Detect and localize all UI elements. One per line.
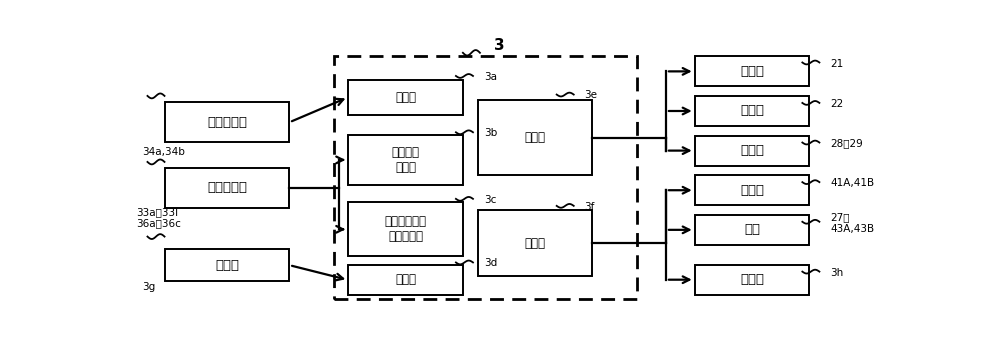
Text: 输入部: 输入部	[215, 259, 239, 272]
Text: 输出部: 输出部	[740, 273, 764, 286]
FancyBboxPatch shape	[165, 249, 289, 281]
FancyBboxPatch shape	[348, 265, 463, 295]
FancyBboxPatch shape	[348, 135, 463, 185]
Text: 3: 3	[494, 38, 505, 53]
FancyBboxPatch shape	[165, 102, 289, 142]
Text: 判定部: 判定部	[395, 273, 416, 286]
Text: 开闭阀: 开闭阀	[740, 144, 764, 157]
Text: 21: 21	[830, 58, 844, 69]
Text: 41A,41B: 41A,41B	[830, 178, 874, 188]
FancyBboxPatch shape	[348, 202, 463, 256]
Text: 3a: 3a	[484, 72, 497, 82]
FancyBboxPatch shape	[165, 168, 289, 208]
FancyBboxPatch shape	[348, 80, 463, 115]
Text: 3c: 3c	[484, 195, 496, 205]
Text: 风扇: 风扇	[744, 223, 760, 236]
FancyBboxPatch shape	[695, 56, 809, 86]
Text: 27、
43A,43B: 27、 43A,43B	[830, 212, 874, 234]
Text: 3d: 3d	[484, 258, 497, 268]
Text: 压力传感器: 压力传感器	[207, 116, 247, 129]
FancyBboxPatch shape	[478, 100, 592, 175]
FancyBboxPatch shape	[695, 175, 809, 205]
Text: 温度传感器: 温度传感器	[207, 181, 247, 194]
Text: 34a,34b: 34a,34b	[142, 147, 185, 158]
Text: 3e: 3e	[585, 90, 598, 100]
Text: 33a～33l
36a～36c: 33a～33l 36a～36c	[137, 207, 182, 229]
Text: 22: 22	[830, 99, 844, 109]
Text: 存储部: 存储部	[524, 131, 545, 144]
FancyBboxPatch shape	[695, 135, 809, 166]
Text: 膨胀阀: 膨胀阀	[740, 184, 764, 197]
FancyBboxPatch shape	[334, 56, 637, 299]
Text: 3f: 3f	[585, 202, 595, 212]
FancyBboxPatch shape	[695, 96, 809, 126]
FancyBboxPatch shape	[695, 265, 809, 295]
Text: 3g: 3g	[142, 282, 155, 292]
FancyBboxPatch shape	[695, 215, 809, 245]
Text: 28、29: 28、29	[830, 139, 863, 149]
Text: 3h: 3h	[830, 268, 844, 278]
FancyBboxPatch shape	[478, 210, 592, 276]
Text: 3b: 3b	[484, 128, 497, 138]
Text: 测定部: 测定部	[395, 91, 416, 104]
Text: 压缩机: 压缩机	[740, 65, 764, 78]
Text: 四通阀: 四通阀	[740, 105, 764, 118]
Text: 制冷剂量
计算部: 制冷剂量 计算部	[392, 146, 420, 174]
Text: 驱动部: 驱动部	[524, 237, 545, 250]
Text: 剩余液态制冷
剂量计算部: 剩余液态制冷 剂量计算部	[385, 215, 427, 243]
